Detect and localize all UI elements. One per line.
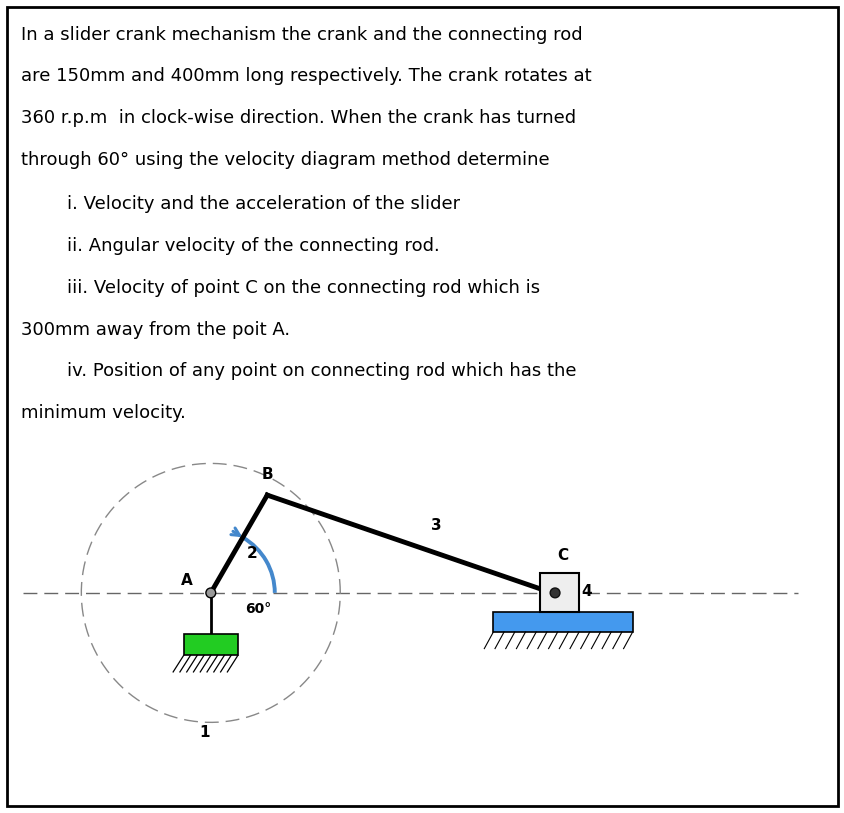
Bar	[183, 634, 238, 655]
Text: 3: 3	[430, 518, 441, 533]
Text: A: A	[181, 573, 192, 589]
Text: iv. Position of any point on connecting rod which has the: iv. Position of any point on connecting …	[21, 363, 576, 380]
Text: ii. Angular velocity of the connecting rod.: ii. Angular velocity of the connecting r…	[21, 237, 439, 255]
Text: are 150mm and 400mm long respectively. The crank rotates at: are 150mm and 400mm long respectively. T…	[21, 67, 591, 85]
Circle shape	[549, 588, 560, 598]
Text: B: B	[261, 467, 273, 482]
Text: iii. Velocity of point C on the connecting rod which is: iii. Velocity of point C on the connecti…	[21, 279, 539, 297]
Text: C: C	[556, 548, 567, 563]
Text: 300mm away from the poit A.: 300mm away from the poit A.	[21, 320, 289, 338]
Text: In a slider crank mechanism the crank and the connecting rod: In a slider crank mechanism the crank an…	[21, 25, 582, 44]
Text: 1: 1	[199, 724, 210, 740]
Text: through 60° using the velocity diagram method determine: through 60° using the velocity diagram m…	[21, 150, 549, 168]
Text: 60°: 60°	[245, 602, 271, 616]
Text: 360 r.p.m  in clock-wise direction. When the crank has turned: 360 r.p.m in clock-wise direction. When …	[21, 109, 576, 127]
Circle shape	[206, 588, 215, 598]
Bar	[539, 573, 579, 612]
Text: i. Velocity and the acceleration of the slider: i. Velocity and the acceleration of the …	[21, 195, 459, 214]
Text: 2: 2	[246, 546, 257, 560]
Bar	[493, 612, 632, 632]
Text: minimum velocity.: minimum velocity.	[21, 404, 186, 422]
Text: 4: 4	[581, 584, 592, 599]
